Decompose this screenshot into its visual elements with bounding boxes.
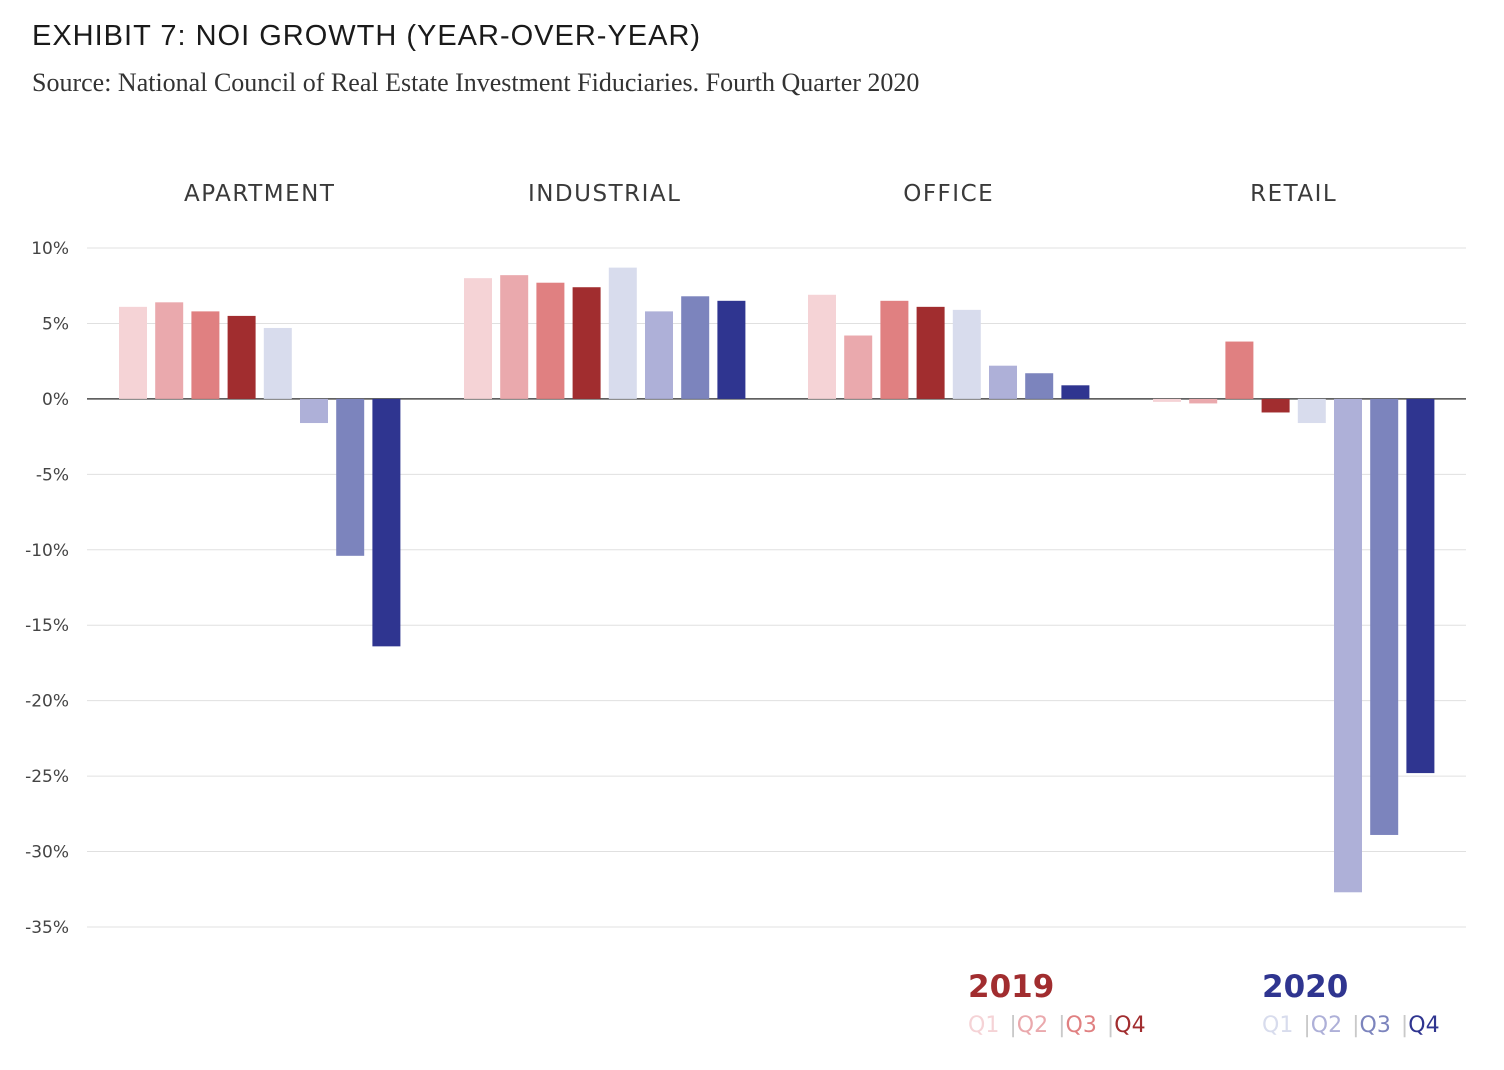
legend-quarters-2020: Q1 |Q2 |Q3 |Q4 [1262,1013,1440,1038]
y-tick-label: -5% [36,465,69,485]
legend-separator: | [1352,1013,1359,1038]
bar-office-2020-q3 [1025,373,1054,399]
bar-office-2019-q3 [880,300,909,399]
bar-retail-2020-q1 [1297,398,1326,424]
bar-office-2020-q2 [989,365,1017,399]
y-tick-label: 5% [42,314,69,334]
y-tick-label: -35% [25,918,69,938]
y-tick-label: 0% [42,390,69,410]
bar-apartment-2019-q4 [227,315,256,399]
bar-retail-2019-q3 [1225,341,1254,399]
y-tick-label: 10% [31,239,69,259]
bar-industrial-2019-q3 [536,282,565,399]
category-labels: APARTMENT INDUSTRIAL OFFICE RETAIL [184,181,1337,207]
bar-apartment-2019-q2 [155,302,184,399]
legend-separator: | [1058,1013,1065,1038]
bar-office-2019-q1 [808,294,836,399]
legend-separator: | [1009,1013,1016,1038]
legend-separator: | [1303,1013,1310,1038]
legend-quarter-2019-q4: Q4 [1114,1013,1145,1038]
category-label-retail: RETAIL [1250,181,1337,207]
chart-title: EXHIBIT 7: NOI GROWTH (YEAR-OVER-YEAR) [32,20,702,52]
legend-quarters-2019: Q1 |Q2 |Q3 |Q4 [968,1013,1146,1038]
legend-quarter-2020-q3: Q3 [1360,1013,1391,1038]
bar-office-2020-q1 [952,309,981,399]
bar-office-2019-q4 [916,306,945,399]
bar-apartment-2020-q1 [263,327,292,399]
bar-retail-2020-q3 [1370,398,1399,835]
legend-year-2020: 2020 [1262,969,1348,1005]
bar-retail-2019-q1 [1153,398,1181,402]
bar-apartment-2020-q3 [336,398,365,556]
y-tick-label: -25% [25,767,69,787]
gridlines [87,247,1466,928]
bar-industrial-2020-q2 [645,311,673,399]
y-tick-label: -15% [25,616,69,636]
bar-apartment-2020-q2 [300,398,328,424]
y-axis-ticks: 10% 5% 0% -5% -10% -15% -20% -25% -30% -35% [25,239,69,938]
bar-industrial-2019-q4 [572,287,601,399]
bar-office-2019-q2 [844,335,873,399]
legend-quarter-2019-q2: Q2 [1017,1013,1048,1038]
legend-separator: | [1107,1013,1114,1038]
bar-apartment-2020-q4 [372,398,401,647]
legend-quarter-2019-q3: Q3 [1066,1013,1097,1038]
category-label-apartment: APARTMENT [184,181,335,207]
bar-apartment-2019-q3 [191,311,220,399]
bar-apartment-2019-q1 [119,306,147,399]
bar-retail-2020-q4 [1406,398,1435,774]
bar-industrial-2020-q4 [717,300,746,399]
bar-retail-2019-q4 [1261,398,1290,413]
y-tick-label: -20% [25,692,69,712]
bars [119,267,1435,893]
category-label-industrial: INDUSTRIAL [528,181,682,207]
bar-industrial-2019-q2 [500,275,529,399]
bar-retail-2020-q2 [1334,398,1362,893]
y-tick-label: -30% [25,843,69,863]
bar-industrial-2020-q3 [681,296,710,399]
legend-separator: | [1401,1013,1408,1038]
legend-quarter-2020-q2: Q2 [1311,1013,1342,1038]
legend-year-2019: 2019 [968,969,1054,1005]
chart-subtitle: Source: National Council of Real Estate … [32,68,920,97]
legend-quarter-2020-q4: Q4 [1408,1013,1439,1038]
bar-retail-2019-q2 [1189,398,1218,404]
bar-office-2020-q4 [1061,385,1090,399]
bar-industrial-2020-q1 [608,267,637,399]
legend-quarter-2019-q1: Q1 [968,1013,999,1038]
bar-industrial-2019-q1 [464,278,492,399]
category-label-office: OFFICE [903,181,994,207]
y-tick-label: -10% [25,541,69,561]
legend-quarter-2020-q1: Q1 [1262,1013,1293,1038]
